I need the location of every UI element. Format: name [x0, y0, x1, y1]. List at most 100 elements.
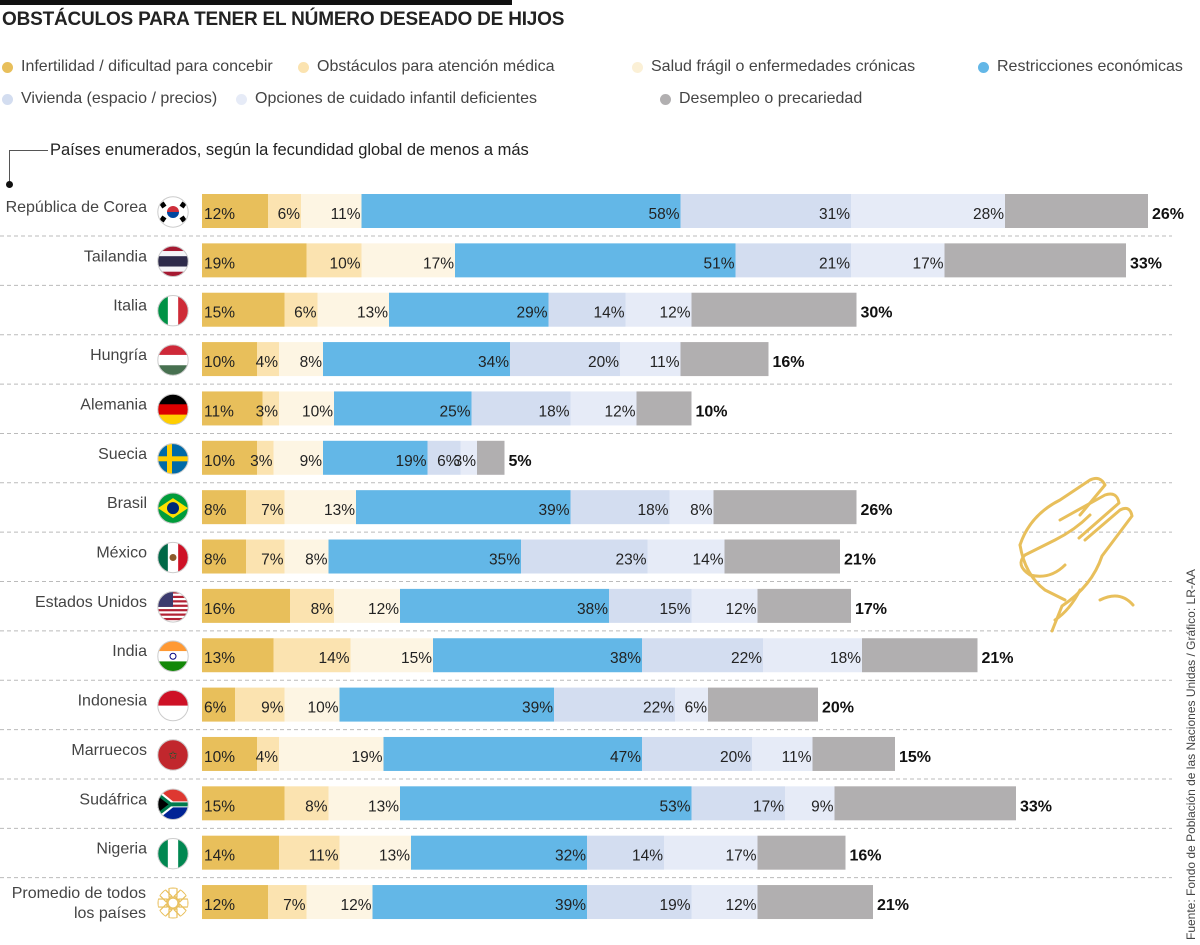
bar-segment [664, 835, 758, 870]
data-label: 34% [478, 354, 509, 371]
bar-segment [268, 885, 307, 920]
data-label: 11% [204, 403, 234, 420]
country-label: Hungría [90, 347, 147, 364]
data-label: 21% [877, 897, 909, 914]
bar-segment [708, 687, 818, 722]
data-label: 14% [318, 650, 349, 667]
bar-segment [202, 342, 257, 377]
bar-segment [202, 638, 274, 673]
bar-segment [400, 588, 609, 623]
bar-segment [334, 391, 472, 426]
flag-icon [157, 393, 189, 425]
bar-segment [460, 440, 477, 475]
data-label: 10% [204, 453, 235, 470]
bar-segment [752, 736, 813, 771]
bar-segment [757, 835, 846, 870]
flag-icon [157, 443, 189, 475]
flag-icon [157, 492, 189, 524]
bar-row: India 13% 14% 15% 38% 22% 18% 21% [0, 638, 1172, 681]
data-label: 19% [395, 453, 426, 470]
bar-segment [647, 539, 725, 574]
data-label: 53% [659, 798, 690, 815]
bar-segment [812, 736, 895, 771]
data-label: 32% [555, 848, 586, 865]
bar-segment [334, 588, 400, 623]
country-label: Promedio de todos [12, 885, 146, 902]
country-label: República de Corea [6, 199, 148, 216]
bar-segment [851, 243, 945, 278]
bar-row: Estados Unidos 16% 8% 12% 38% 15% 12% 17% [0, 588, 1172, 632]
legend-item: Vivienda (espacio / precios) [2, 90, 217, 108]
bar-segment [202, 786, 285, 821]
bar-segment [262, 391, 279, 426]
bar-segment [680, 194, 851, 228]
legend-item: Restricciones económicas [978, 58, 1183, 76]
data-label: 12% [659, 305, 690, 322]
bar-segment [757, 885, 873, 920]
data-label: 11% [331, 206, 361, 223]
data-label: 17% [912, 255, 943, 272]
bar-row: México 8% 7% 8% 35% 23% 14% 21% [0, 539, 1172, 583]
data-label: 13% [379, 848, 410, 865]
bar-segment [290, 588, 334, 623]
data-label: 7% [261, 502, 284, 519]
data-label: 39% [538, 502, 569, 519]
bar-segment [944, 243, 1126, 278]
data-label: 15% [401, 650, 432, 667]
data-label: 17% [423, 255, 454, 272]
bar-segment [620, 342, 681, 377]
flag-icon [157, 690, 189, 722]
bar-segment [202, 736, 257, 771]
data-label: 17% [855, 601, 887, 618]
bar-segment [257, 736, 279, 771]
data-label: 4% [256, 354, 279, 371]
sort-note: Países enumerados, según la fecundidad g… [50, 141, 529, 159]
bar-segment [383, 736, 642, 771]
flag-icon [157, 295, 189, 327]
flag-icon: ✩ [157, 739, 189, 771]
data-label: 8% [305, 552, 328, 569]
bar-segment [339, 835, 411, 870]
bar-segment [202, 391, 263, 426]
bar-row: Nigeria 14% 11% 13% 32% 14% 17% 16% [0, 835, 1172, 879]
data-label: 12% [204, 897, 235, 914]
bar-segment [636, 391, 692, 426]
data-label: 29% [516, 305, 547, 322]
data-label: 23% [615, 552, 646, 569]
legend-item: Obstáculos para atención médica [298, 58, 554, 76]
bar-segment [642, 638, 763, 673]
bar-segment [675, 687, 708, 722]
data-label: 12% [725, 601, 756, 618]
country-label: Suecia [98, 446, 147, 463]
data-label: 10% [204, 749, 235, 766]
flag-icon [157, 640, 189, 672]
bar-row: República de Corea 12% 6% 11% 58% 31% 28% 26% [0, 194, 1184, 237]
bar-segment [411, 835, 587, 870]
data-label: 6% [294, 305, 317, 322]
data-label: 10% [696, 403, 728, 420]
bar-segment [433, 638, 642, 673]
data-label: 12% [368, 601, 399, 618]
data-label: 6% [204, 700, 227, 717]
bar-segment [427, 440, 461, 475]
data-label: 33% [1130, 255, 1162, 272]
data-label: 10% [307, 700, 338, 717]
data-label: 14% [204, 848, 235, 865]
bar-segment [625, 292, 692, 327]
data-label: 21% [819, 255, 850, 272]
bar-segment [246, 490, 285, 525]
legend-item: Opciones de cuidado infantil deficientes [236, 90, 537, 108]
data-label: 10% [302, 403, 333, 420]
bar-segment [323, 440, 428, 475]
bar-segment [851, 194, 1005, 228]
data-label: 5% [509, 453, 532, 470]
bar-segment [521, 539, 648, 574]
data-label: 17% [753, 798, 784, 815]
data-label: 8% [311, 601, 334, 618]
legend-label: Opciones de cuidado infantil deficientes [255, 90, 537, 107]
data-label: 8% [300, 354, 323, 371]
legend-label: Salud frágil o enfermedades crónicas [651, 58, 916, 75]
data-label: 12% [604, 403, 635, 420]
bar-segment [570, 490, 670, 525]
